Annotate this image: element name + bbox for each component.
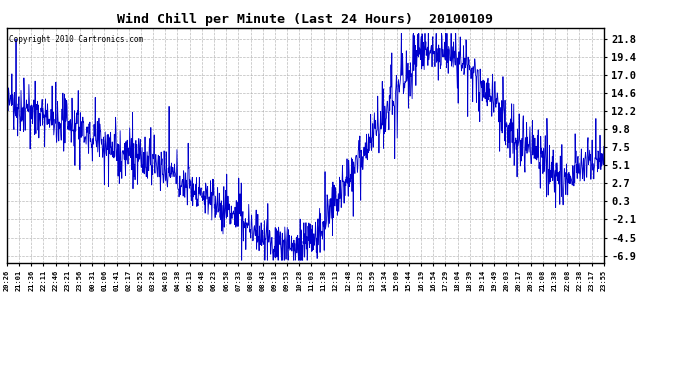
Text: Copyright 2010 Cartronics.com: Copyright 2010 Cartronics.com <box>9 35 143 44</box>
Title: Wind Chill per Minute (Last 24 Hours)  20100109: Wind Chill per Minute (Last 24 Hours) 20… <box>117 12 493 26</box>
